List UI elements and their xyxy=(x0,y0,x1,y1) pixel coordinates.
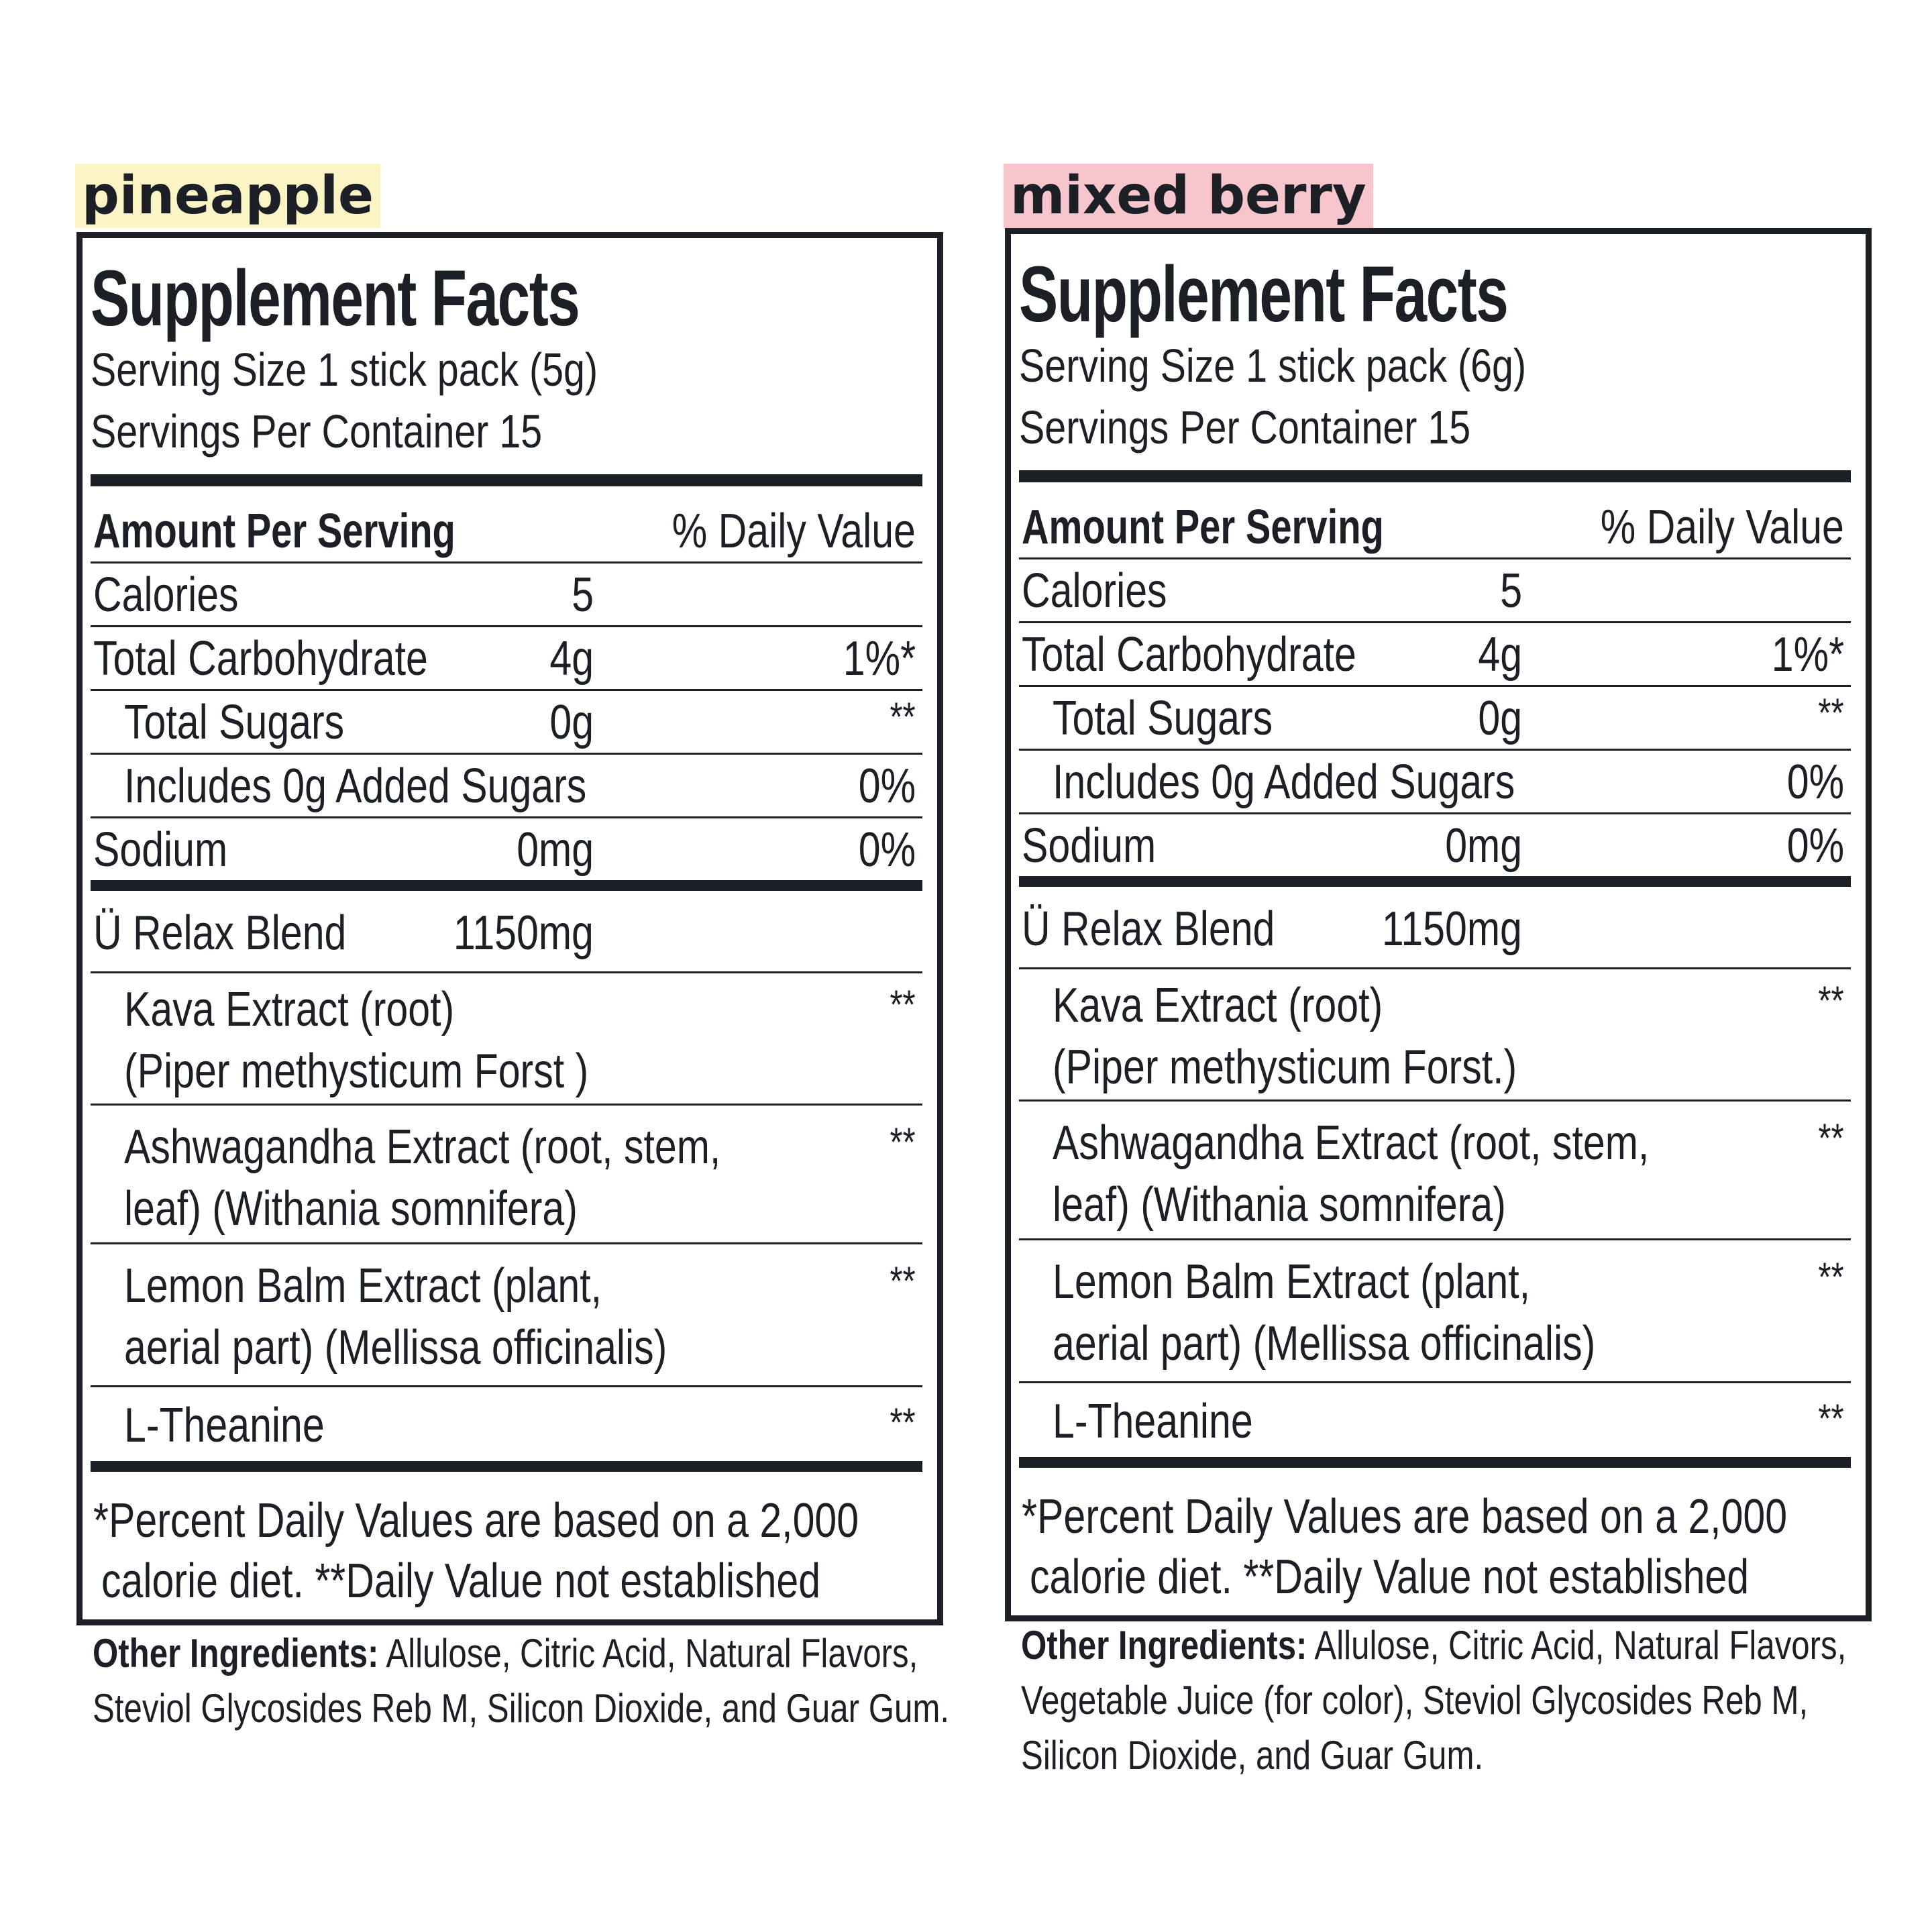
facts-title: Supplement Facts xyxy=(1019,250,1509,339)
flavor-tag: mixed berry xyxy=(1004,164,1373,228)
other-ingredients: Other Ingredients: Allulose, Citric Acid… xyxy=(93,1631,949,1731)
blend-row: Ü Relax Blend 1150mg xyxy=(1019,887,1851,969)
ingredient-row-ashwagandha: Ashwagandha Extract (root, stem, leaf) (… xyxy=(91,1106,922,1244)
ingredient-row-ashwagandha: Ashwagandha Extract (root, stem, leaf) (… xyxy=(1019,1102,1851,1240)
nutrient-row-sodium: Sodium 0mg 0% xyxy=(93,823,916,877)
serving-size: Serving Size 1 stick pack (5g) xyxy=(91,343,598,396)
nutrient-row-sodium: Sodium 0mg 0% xyxy=(1022,819,1844,873)
facts-title: Supplement Facts xyxy=(91,254,580,343)
other-ingredients: Other Ingredients: Allulose, Citric Acid… xyxy=(1021,1623,1847,1778)
footnote: *Percent Daily Values are based on a 2,0… xyxy=(93,1494,859,1608)
ingredient-row-l-theanine: L-Theanine ** xyxy=(1053,1395,1844,1448)
other-ingredients-label: Other Ingredients: xyxy=(1021,1623,1307,1668)
divider-medium xyxy=(91,880,922,891)
nutrient-row-total-sugars: Total Sugars 0g ** xyxy=(91,691,922,755)
ingredient-row-kava: Kava Extract (root) (Piper methysticum F… xyxy=(1019,969,1851,1102)
nutrient-row-total-sugars: Total Sugars 0g ** xyxy=(1019,687,1851,751)
ingredient-row-kava: Kava Extract (root) (Piper methysticum F… xyxy=(91,973,922,1106)
footnote: *Percent Daily Values are based on a 2,0… xyxy=(1022,1490,1788,1604)
divider-medium xyxy=(1019,876,1851,887)
ingredient-row-lemon-balm: Lemon Balm Extract (plant, aerial part) … xyxy=(1019,1240,1851,1383)
ingredient-row-l-theanine: L-Theanine ** xyxy=(124,1399,916,1452)
divider-medium xyxy=(1019,1457,1851,1468)
serving-size: Serving Size 1 stick pack (6g) xyxy=(1019,339,1527,392)
servings-per-container: Servings Per Container 15 xyxy=(91,405,543,458)
header-row: Amount Per Serving % Daily Value xyxy=(91,486,922,564)
blend-row: Ü Relax Blend 1150mg xyxy=(91,891,922,973)
calories-row: Calories 5 xyxy=(1019,559,1851,623)
flavor-tag: pineapple xyxy=(75,164,380,228)
header-row: Amount Per Serving % Daily Value xyxy=(1019,482,1851,559)
divider-medium xyxy=(91,1461,922,1472)
supplement-facts-label: Supplement Facts Serving Size 1 stick pa… xyxy=(1005,228,1872,1621)
servings-per-container: Servings Per Container 15 xyxy=(1019,401,1471,453)
nutrient-row-added-sugars: Includes 0g Added Sugars 0% xyxy=(91,755,922,818)
nutrient-row-added-sugars: Includes 0g Added Sugars 0% xyxy=(1019,751,1851,814)
divider-thick xyxy=(91,474,922,486)
ingredient-row-lemon-balm: Lemon Balm Extract (plant, aerial part) … xyxy=(91,1244,922,1387)
supplement-facts-label: Supplement Facts Serving Size 1 stick pa… xyxy=(76,232,943,1625)
divider-thick xyxy=(1019,470,1851,482)
calories-row: Calories 5 xyxy=(91,564,922,627)
nutrient-row-total-carbohydrate: Total Carbohydrate 4g 1%* xyxy=(91,627,922,691)
other-ingredients-label: Other Ingredients: xyxy=(93,1631,379,1676)
nutrient-row-total-carbohydrate: Total Carbohydrate 4g 1%* xyxy=(1019,623,1851,687)
